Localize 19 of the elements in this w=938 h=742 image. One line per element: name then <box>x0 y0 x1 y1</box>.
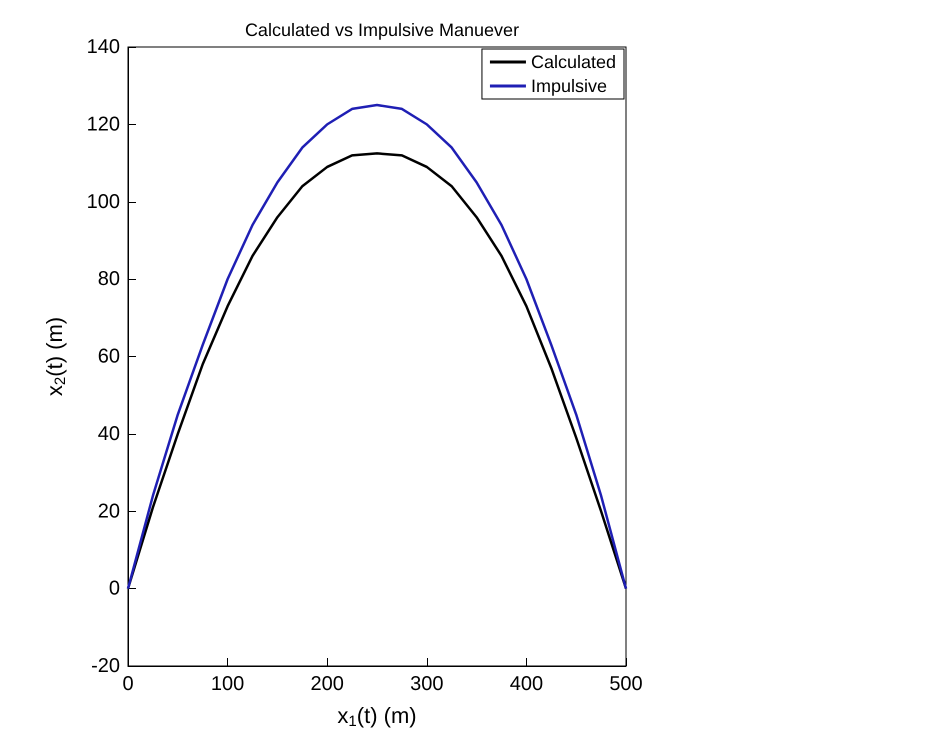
y-tick-label: 140 <box>86 36 120 58</box>
x-tick-label: 500 <box>609 673 643 695</box>
y-tick-label: 80 <box>98 268 120 290</box>
y-tick-label: 40 <box>98 422 120 445</box>
legend-label: Calculated <box>530 52 616 72</box>
legend-label: Impulsive <box>530 76 607 96</box>
y-tick-label: 0 <box>108 578 120 600</box>
y-tick-label: 20 <box>98 500 120 522</box>
chart-title: Calculated vs Impulsive Manuever <box>244 20 520 40</box>
y-tick-label: 100 <box>86 190 120 213</box>
y-tick-label: 60 <box>98 346 120 368</box>
x-tick-label: 200 <box>310 673 344 695</box>
x-tick-label: 400 <box>510 673 544 695</box>
x-tick-label: 0 <box>122 673 134 695</box>
y-axis-title: x2(t) (m) <box>42 316 69 396</box>
x-tick-label: 300 <box>410 673 444 695</box>
y-tick-label: 120 <box>86 113 120 136</box>
x-tick-label: 100 <box>210 673 244 695</box>
y-tick-label: -20 <box>91 655 120 677</box>
